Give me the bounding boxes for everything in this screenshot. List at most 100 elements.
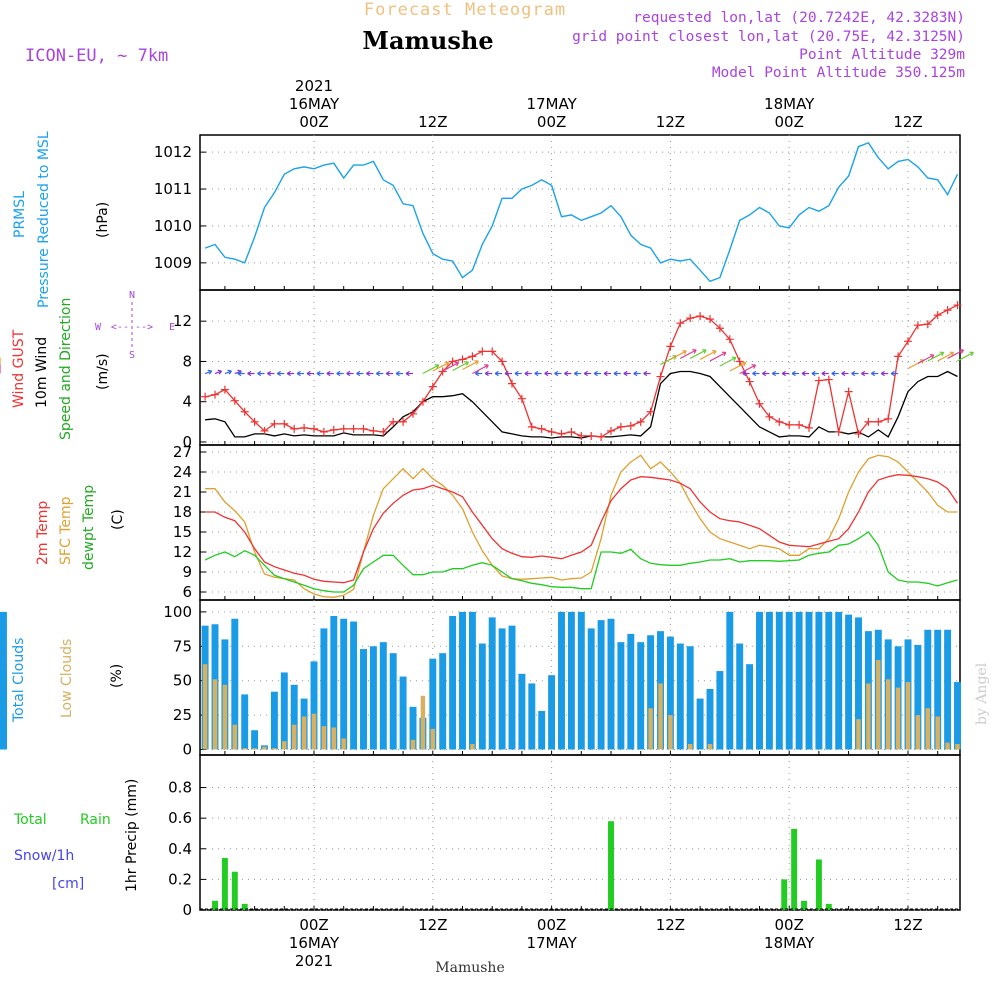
panel-clouds: 0 25 50 75 100 [0, 599, 961, 758]
y-tick-label: 75 [173, 637, 192, 655]
y-tick-label: 25 [173, 706, 192, 724]
wind-gust-marker [250, 417, 259, 426]
wind-direction-arrow [422, 364, 440, 375]
low-clouds-bar [321, 726, 327, 750]
low-clouds-bar [658, 683, 663, 750]
wind-direction-arrowhead [474, 360, 479, 365]
precip-labels: Total Rain Snow/1h [cm] 1hr Precip (mm) [13, 779, 140, 892]
total-clouds-bar [320, 628, 328, 750]
rain-bar [212, 900, 218, 910]
wind-direction-arrowhead [692, 349, 697, 354]
top-time-label: 16MAY [289, 95, 340, 113]
low-clouds-bar [420, 695, 426, 750]
y-tick-label: 0.6 [168, 809, 192, 827]
top-time-label: 12Z [656, 113, 685, 131]
total-clouds-bar [399, 676, 407, 750]
wind-direction-arrowhead [484, 370, 489, 377]
wind-gust-marker [379, 427, 388, 436]
wind-direction-arrowhead [861, 370, 866, 377]
total-clouds-bar [488, 617, 496, 750]
total-clouds-bar [558, 611, 565, 750]
wind-direction-arrowhead [375, 370, 380, 377]
y-tick-label: 18 [173, 503, 192, 521]
wind-direction-arrow [699, 350, 717, 360]
top-time-label: 00Z [299, 113, 328, 131]
total-clouds-bar [775, 611, 783, 750]
wind-direction-arrowhead [247, 370, 252, 377]
cloud-labels: Total Clouds Low Clouds (%) [11, 638, 125, 723]
wind-gust-marker [656, 372, 665, 381]
y-tick-label: 12 [173, 543, 192, 561]
total-clouds-bar [686, 646, 694, 750]
low-clouds-bar [252, 748, 257, 750]
wind-direction-arrowhead [613, 370, 618, 377]
y-tick-label: 1012 [154, 143, 192, 161]
total-clouds-label: Total Clouds [11, 638, 27, 723]
dewpt-line [204, 531, 958, 593]
precip-total-label: Total [13, 812, 47, 828]
low-clouds-bar [925, 708, 931, 750]
low-clouds-bar [905, 682, 911, 750]
wind-direction-arrowhead [949, 351, 955, 357]
panel-frame [199, 289, 961, 446]
total-clouds-bar [746, 664, 754, 750]
total-clouds-bar [726, 611, 734, 750]
bottom-time-label: 12Z [418, 916, 447, 934]
bottom-time-label: 00Z [299, 916, 328, 934]
wind-compass: N S W E <-- --> [95, 290, 175, 361]
total-clouds-bar [934, 629, 942, 750]
wind-direction-arrow [947, 349, 964, 359]
temp-unit-label: (C) [110, 509, 126, 530]
total-clouds-bar [449, 616, 457, 750]
precip-cm-label: [cm] [52, 876, 84, 892]
wind-10m-label: 10m Wind [34, 337, 50, 408]
total-clouds-bar [617, 642, 625, 750]
wind-direction-arrowhead [959, 349, 965, 354]
total-clouds-bar [389, 653, 397, 750]
figure-title: Forecast Meteogram [364, 0, 566, 20]
y-tick-label: 0.4 [168, 840, 192, 858]
low-clouds-bar [202, 664, 208, 750]
wind-gust-marker [280, 419, 289, 428]
wind-gust-marker [399, 417, 408, 426]
top-time-label: 17MAY [526, 95, 577, 113]
wind-direction-arrowhead [267, 370, 272, 377]
wind-direction-arrowhead [771, 370, 776, 377]
low-clouds-bar [915, 715, 921, 750]
wind-direction-arrowhead [573, 370, 578, 377]
wind-gust-marker [676, 319, 685, 328]
low-clouds-label: Low Clouds [59, 639, 75, 718]
low-clouds-bar [311, 713, 317, 750]
wind-gust-marker [597, 432, 606, 441]
total-clouds-bar [478, 643, 486, 750]
low-clouds-bar [262, 746, 267, 750]
bottom-time-label: 17MAY [526, 934, 577, 952]
wind-direction-arrow [442, 362, 459, 372]
panel-frame [199, 444, 961, 601]
wind-direction-arrowhead [286, 370, 291, 377]
y-tick-label: 27 [173, 443, 192, 461]
rain-bar [231, 871, 238, 910]
bottom-time-label: 00Z [775, 916, 804, 934]
y-tick-label: 4 [182, 393, 192, 411]
wind-direction-arrow [670, 350, 687, 360]
wind-direction-arrowhead [939, 351, 945, 357]
wind-gust-marker [389, 417, 398, 426]
wind-gust-label: Wind GUST [11, 329, 27, 408]
top-time-label: 12Z [893, 113, 922, 131]
total-clouds-bar [785, 611, 793, 750]
rain-bar [781, 879, 788, 910]
prmsl-label: PRMSL [12, 191, 28, 238]
wind-direction-arrowhead [751, 364, 757, 369]
pressure-line [204, 142, 959, 283]
wind-direction-arrowhead [514, 370, 519, 377]
wind-direction-arrowhead [711, 350, 717, 355]
requested-coords: requested lon,lat (20.7242E, 42.3283N) [633, 10, 965, 26]
low-clouds-bar [856, 719, 861, 750]
precip-snow-label: Snow/1h [14, 848, 74, 864]
wind-direction-arrowhead [603, 370, 608, 377]
wind-direction-arrowhead [564, 370, 569, 377]
footer-location: Mamushe [435, 960, 504, 976]
wind-direction-arrowhead [633, 370, 638, 377]
total-clouds-bar [825, 611, 833, 750]
